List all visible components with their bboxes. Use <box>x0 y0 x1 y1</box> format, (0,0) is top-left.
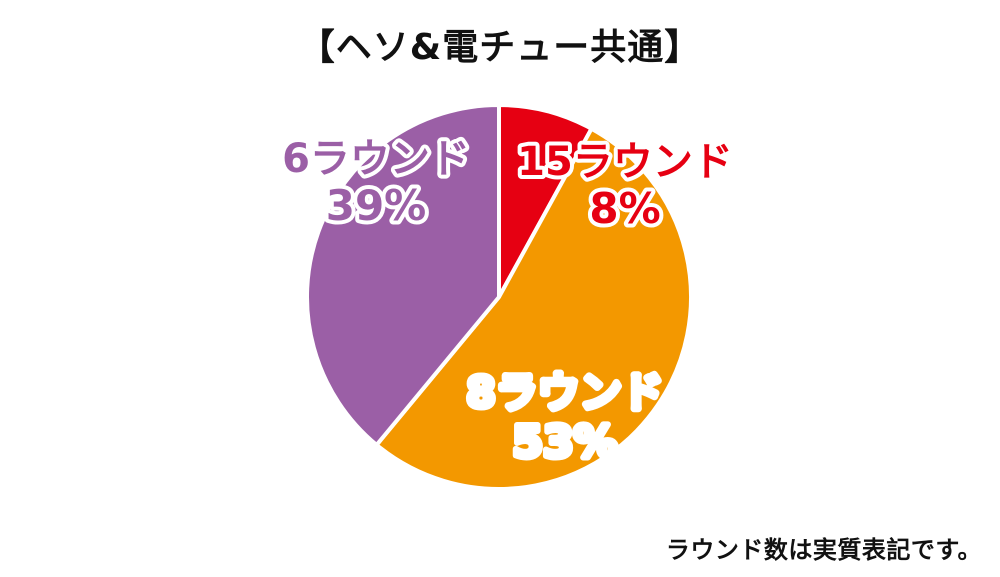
slice-label-3: 6ラウンド <box>282 136 470 182</box>
slice-label-1: 15ラウンド <box>517 139 733 185</box>
footnote: ラウンド数は実質表記です。 <box>665 536 982 564</box>
pie-slice-2 <box>374 126 693 491</box>
slice-percent-1: 8% <box>589 184 660 233</box>
slice-percent-3: 39% <box>326 181 427 230</box>
pie-slices <box>305 103 693 491</box>
pie-slice-3 <box>305 103 501 447</box>
chart-title: 【ヘソ&電チュー共通】 <box>298 27 702 68</box>
slice-label-2: 8ラウンド <box>466 368 663 417</box>
slice-percent-2: 53% <box>512 417 617 468</box>
